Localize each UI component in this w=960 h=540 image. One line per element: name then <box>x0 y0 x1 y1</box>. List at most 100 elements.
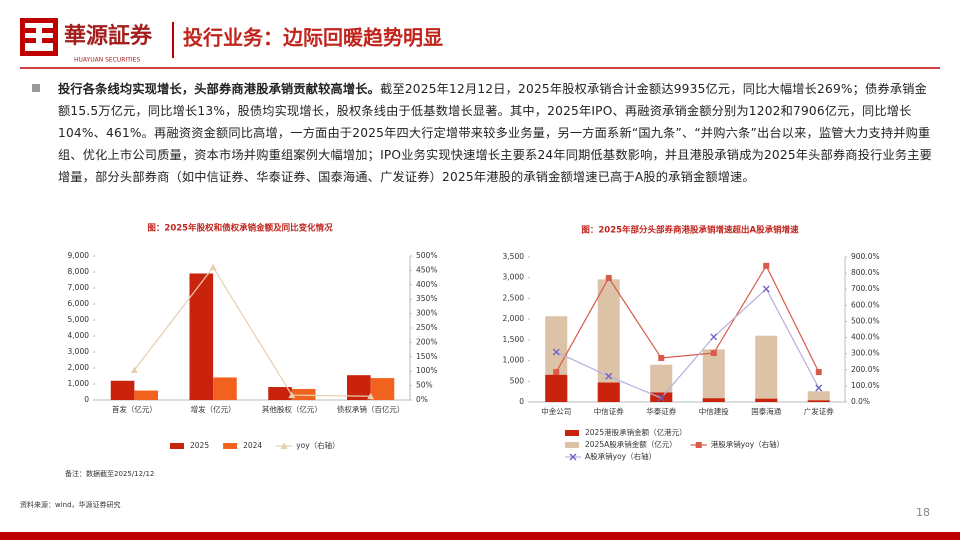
paragraph: 投行各条线均实现增长，头部券商港股承销贡献较高增长。截至2025年12月12日，… <box>58 78 936 188</box>
chart-title: 图：2025年股权和债权承销金额及同比变化情况 <box>147 223 333 234</box>
y2-tick-label: 600.0% <box>851 300 880 309</box>
y2-tick-label: 200% <box>416 337 437 346</box>
y-tick-label: 0 <box>84 395 89 404</box>
bar <box>807 400 830 402</box>
y2-tick-label: 0.0% <box>851 397 870 406</box>
bar <box>755 398 778 402</box>
x-tick-label: 其他股权（亿元） <box>262 404 322 414</box>
marker <box>552 348 560 356</box>
y2-tick-label: 500% <box>416 251 437 260</box>
x-tick-label: 增发（亿元） <box>191 404 236 414</box>
y2-tick-label: 350% <box>416 294 437 303</box>
marker <box>569 453 577 461</box>
y-tick-label: 3,000 <box>68 347 90 356</box>
marker <box>710 333 718 341</box>
legend-label: A股承销yoy（右轴） <box>585 451 656 461</box>
marker <box>762 285 770 293</box>
page-number: 18 <box>916 506 930 519</box>
bullet <box>32 84 40 92</box>
line <box>555 264 820 373</box>
y-tick-label: 3,000 <box>503 273 525 282</box>
brand: 華源証券 <box>64 23 153 49</box>
chart-note: 备注：数据截至2025/12/12 <box>65 469 154 478</box>
y-tick-label: 2,000 <box>503 314 525 323</box>
x-tick-label: 债权承销（百亿元） <box>337 404 405 414</box>
legend-swatch <box>565 442 579 448</box>
y-tick-label: 2,500 <box>503 293 525 302</box>
y2-tick-label: 300.0% <box>851 349 880 358</box>
bar <box>134 390 158 400</box>
legend-swatch <box>565 430 579 436</box>
y2-tick-label: 250% <box>416 323 437 332</box>
y-tick-label: 7,000 <box>68 283 90 292</box>
bar <box>347 375 371 400</box>
marker <box>605 274 612 281</box>
legend-label: yoy（右轴） <box>296 440 339 450</box>
marker <box>710 350 717 357</box>
bar <box>597 279 620 402</box>
marker <box>209 263 217 271</box>
marker <box>763 262 770 269</box>
line <box>133 266 371 397</box>
legend-swatch <box>223 443 238 449</box>
marker <box>658 355 665 362</box>
chart-title: 图：2025年部分头部券商港股承销增速超出A股承销增速 <box>581 225 799 236</box>
x-tick-label: 中信证券 <box>594 406 624 416</box>
y2-tick-label: 150% <box>416 352 437 361</box>
y2-tick-label: 400.0% <box>851 333 880 342</box>
y2-tick-label: 100.0% <box>851 381 880 390</box>
y-tick-label: 0 <box>519 397 524 406</box>
marker <box>288 391 296 399</box>
lead: 投行各条线均实现增长，头部券商港股承销贡献较高增长。 <box>58 82 381 96</box>
legend-label: 港股承销yoy（右轴） <box>711 439 784 449</box>
y-tick-label: 1,000 <box>68 379 90 388</box>
y2-tick-label: 300% <box>416 309 437 318</box>
y2-tick-label: 800.0% <box>851 268 880 277</box>
marker <box>657 394 665 402</box>
bar <box>291 388 316 400</box>
marker <box>367 392 375 400</box>
bar <box>807 391 830 402</box>
y-tick-label: 8,000 <box>68 267 90 276</box>
bar <box>702 398 725 402</box>
marker <box>280 442 288 449</box>
y-tick-label: 2,000 <box>68 363 90 372</box>
x-tick-label: 中金公司 <box>541 406 571 416</box>
slide-title: 投行业务：边际回暖趋势明显 <box>183 26 443 50</box>
legend-label: 2025A股承销金额（亿元） <box>585 439 677 449</box>
source: 资料来源：wind，华源证券研究 <box>20 500 121 509</box>
y2-tick-label: 400% <box>416 280 437 289</box>
logo-part <box>36 23 42 51</box>
x-tick-label: 中信建投 <box>699 406 729 416</box>
y2-tick-label: 200.0% <box>851 365 880 374</box>
bar <box>755 335 778 402</box>
x-tick-label: 广发证券 <box>804 406 834 416</box>
y-tick-label: 3,500 <box>503 252 525 261</box>
bar <box>189 273 214 400</box>
y2-tick-label: 0% <box>416 395 428 404</box>
marker <box>130 366 138 374</box>
y2-tick-label: 900.0% <box>851 252 880 261</box>
bar <box>370 378 395 400</box>
legend-label: 2025 <box>190 441 209 450</box>
bar <box>597 382 620 402</box>
line <box>555 287 820 399</box>
y2-tick-label: 100% <box>416 366 437 375</box>
y2-tick-label: 700.0% <box>851 284 880 293</box>
marker <box>815 369 822 376</box>
bar <box>110 380 135 400</box>
marker <box>815 384 823 392</box>
x-tick-label: 华泰证券 <box>646 406 676 416</box>
x-tick-label: 首发（亿元） <box>112 404 157 414</box>
brand-en: HUAYUAN SECURITIES <box>74 57 140 64</box>
y-tick-label: 9,000 <box>68 251 90 260</box>
y-tick-label: 6,000 <box>68 299 90 308</box>
bar <box>702 349 725 402</box>
y2-tick-label: 500.0% <box>851 316 880 325</box>
y-tick-label: 5,000 <box>68 315 90 324</box>
y-tick-label: 1,500 <box>503 335 525 344</box>
bar <box>213 377 237 400</box>
body-text: 截至2025年12月12日，2025年股权承销合计金额达9935亿元，同比大幅增… <box>58 82 933 184</box>
